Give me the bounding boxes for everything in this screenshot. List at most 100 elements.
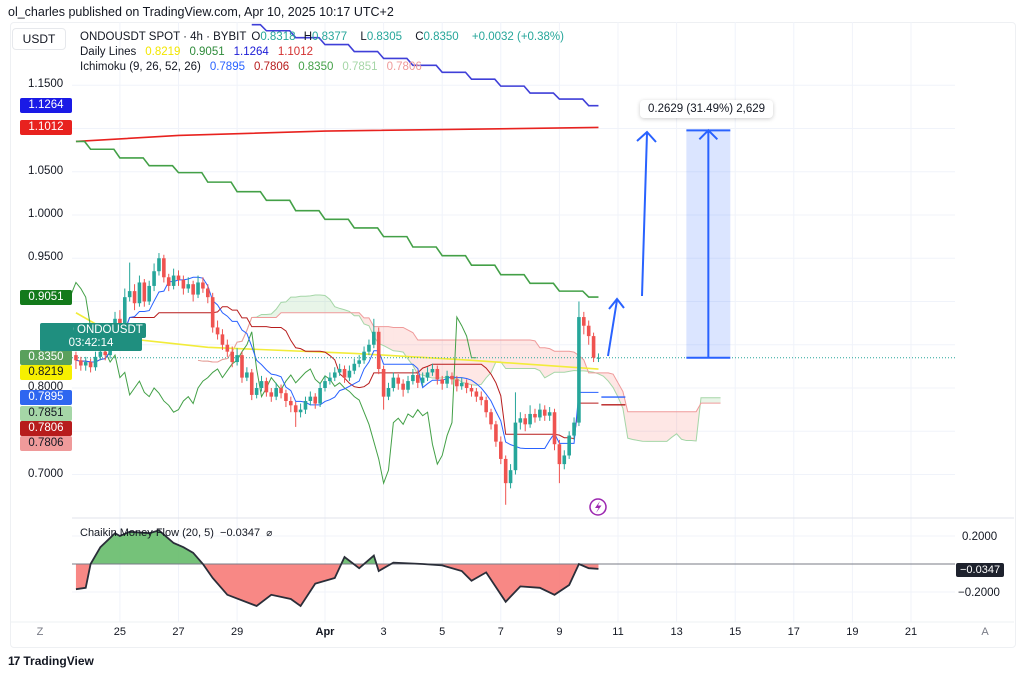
lightning-icon[interactable] xyxy=(589,498,607,516)
currency-button[interactable]: USDT xyxy=(12,28,66,50)
candle[interactable] xyxy=(489,408,493,430)
candle[interactable] xyxy=(191,280,195,302)
candle[interactable] xyxy=(313,393,318,409)
candle[interactable] xyxy=(484,396,488,418)
candle[interactable] xyxy=(538,403,542,421)
candle[interactable] xyxy=(137,275,142,307)
candle[interactable] xyxy=(298,403,303,418)
drawn-arrow-small[interactable] xyxy=(607,297,625,357)
candle[interactable] xyxy=(450,372,454,385)
candle[interactable] xyxy=(381,365,386,410)
candle[interactable] xyxy=(401,379,405,397)
candle[interactable] xyxy=(435,365,440,385)
candle[interactable] xyxy=(528,405,532,428)
candle[interactable] xyxy=(162,254,166,283)
candle[interactable] xyxy=(289,396,293,413)
candle[interactable] xyxy=(459,377,464,390)
candle[interactable] xyxy=(181,275,186,295)
candle[interactable] xyxy=(308,391,313,406)
candle[interactable] xyxy=(210,292,215,333)
candle[interactable] xyxy=(411,368,415,385)
candle[interactable] xyxy=(88,358,93,373)
candle[interactable] xyxy=(572,417,576,440)
candle[interactable] xyxy=(206,284,210,304)
candle[interactable] xyxy=(562,450,567,470)
candle[interactable] xyxy=(372,318,376,349)
candle[interactable] xyxy=(469,384,474,397)
candle[interactable] xyxy=(293,401,298,427)
candle[interactable] xyxy=(284,389,288,408)
candle[interactable] xyxy=(147,280,151,305)
candle[interactable] xyxy=(523,413,528,432)
candle[interactable] xyxy=(225,339,230,357)
cmf-legend[interactable]: Chaikin Money Flow (20, 5) −0.0347 ⌀ xyxy=(80,527,272,539)
candle[interactable] xyxy=(347,365,352,382)
candle[interactable] xyxy=(318,382,322,408)
candle[interactable] xyxy=(582,311,586,335)
candle[interactable] xyxy=(323,375,327,392)
candle[interactable] xyxy=(352,358,357,375)
candle[interactable] xyxy=(415,370,420,388)
auto-scale-button-left[interactable]: Z xyxy=(36,626,44,638)
candle[interactable] xyxy=(152,263,156,292)
candle[interactable] xyxy=(508,464,513,489)
candle[interactable] xyxy=(264,377,269,397)
candle[interactable] xyxy=(176,270,181,286)
candle[interactable] xyxy=(503,455,508,505)
daily-lines-legend[interactable]: Daily Lines 0.8219 0.9051 1.1264 1.1012 xyxy=(80,46,323,58)
candle[interactable] xyxy=(328,372,332,385)
candle[interactable] xyxy=(93,351,98,371)
candle[interactable] xyxy=(157,253,161,276)
candle[interactable] xyxy=(596,353,601,363)
candle[interactable] xyxy=(586,320,591,345)
candle[interactable] xyxy=(122,288,127,330)
candle[interactable] xyxy=(533,408,537,423)
candle[interactable] xyxy=(254,382,259,399)
candle[interactable] xyxy=(391,372,396,392)
candle[interactable] xyxy=(83,356,88,371)
candle[interactable] xyxy=(357,355,361,368)
candle[interactable] xyxy=(494,420,498,447)
candle[interactable] xyxy=(240,351,244,383)
candle[interactable] xyxy=(274,382,278,401)
candle[interactable] xyxy=(547,407,552,421)
candle[interactable] xyxy=(201,277,205,293)
candle[interactable] xyxy=(196,275,200,299)
candle[interactable] xyxy=(215,320,220,340)
candle[interactable] xyxy=(230,346,235,368)
tradingview-logo[interactable]: 17 TradingView xyxy=(8,654,94,668)
candle[interactable] xyxy=(464,379,469,394)
candle[interactable] xyxy=(386,382,391,401)
candle[interactable] xyxy=(420,372,425,387)
candle[interactable] xyxy=(396,374,401,390)
candle[interactable] xyxy=(337,363,342,376)
candle[interactable] xyxy=(332,367,337,382)
candle[interactable] xyxy=(552,408,557,451)
candle[interactable] xyxy=(74,351,78,369)
candle[interactable] xyxy=(376,327,381,375)
candle[interactable] xyxy=(577,301,581,427)
candle[interactable] xyxy=(518,412,523,430)
candle[interactable] xyxy=(303,396,308,414)
candle[interactable] xyxy=(249,368,254,401)
candle[interactable] xyxy=(513,392,518,475)
candle[interactable] xyxy=(186,277,191,293)
candle[interactable] xyxy=(406,375,410,394)
candle[interactable] xyxy=(245,367,249,382)
candle[interactable] xyxy=(220,329,225,350)
candle[interactable] xyxy=(440,375,444,390)
candle[interactable] xyxy=(132,284,137,311)
candle[interactable] xyxy=(445,370,449,388)
candle[interactable] xyxy=(557,439,562,484)
candle[interactable] xyxy=(474,388,479,402)
auto-scale-button-right[interactable]: A xyxy=(981,626,989,638)
ichimoku-legend[interactable]: Ichimoku (9, 26, 52, 26) 0.7895 0.7806 0.83… xyxy=(80,61,432,73)
candle[interactable] xyxy=(430,363,435,376)
candle[interactable] xyxy=(171,268,176,290)
candle[interactable] xyxy=(142,279,147,307)
candle[interactable] xyxy=(166,273,171,292)
candle[interactable] xyxy=(279,384,283,399)
candle[interactable] xyxy=(259,375,264,392)
candle[interactable] xyxy=(79,356,83,371)
